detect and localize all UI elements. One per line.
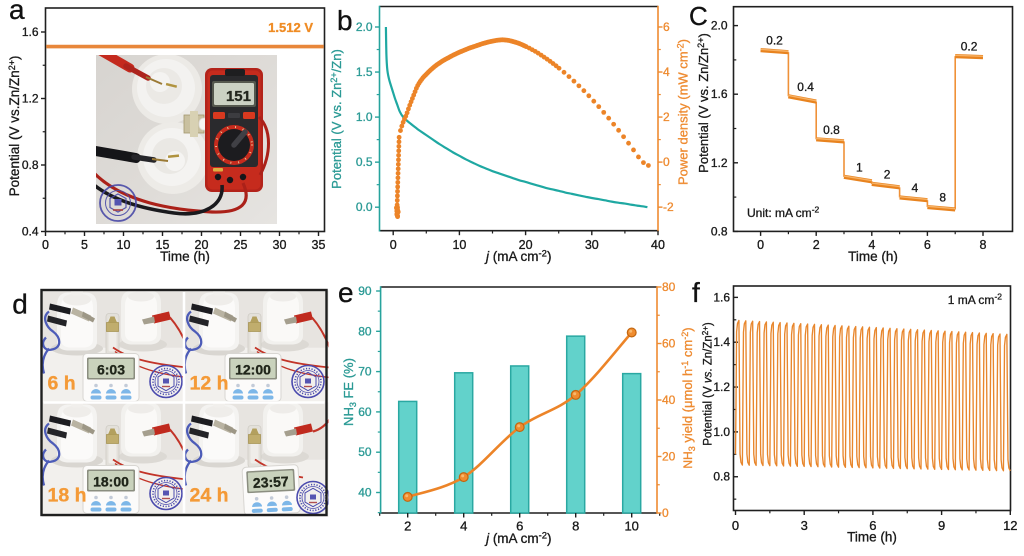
svg-text:12:00: 12:00 (235, 362, 271, 378)
svg-text:0.8: 0.8 (713, 470, 730, 484)
svg-text:12: 12 (1003, 518, 1017, 533)
svg-text:6: 6 (924, 238, 931, 252)
svg-text:8: 8 (939, 191, 946, 205)
svg-text:80: 80 (662, 280, 676, 294)
svg-text:1.5: 1.5 (356, 65, 373, 79)
svg-text:0.4: 0.4 (797, 80, 814, 94)
svg-text:0.2: 0.2 (961, 40, 978, 54)
svg-text:2: 2 (884, 167, 891, 181)
svg-text:60: 60 (358, 405, 372, 419)
svg-text:35: 35 (312, 238, 326, 252)
svg-text:6 h: 6 h (48, 373, 76, 395)
svg-text:0.8: 0.8 (22, 158, 39, 172)
svg-text:Time (h): Time (h) (848, 249, 898, 264)
svg-text:0.2: 0.2 (766, 34, 783, 48)
svg-text:25: 25 (234, 238, 248, 252)
svg-text:0: 0 (662, 506, 669, 520)
svg-text:a: a (9, 0, 25, 25)
svg-text:1.6: 1.6 (711, 87, 728, 101)
svg-text:5: 5 (81, 238, 88, 252)
svg-text:1.2: 1.2 (22, 92, 39, 106)
svg-text:e: e (338, 277, 354, 308)
svg-text:30: 30 (273, 238, 287, 252)
svg-text:d: d (12, 289, 28, 320)
svg-text:8: 8 (980, 238, 987, 252)
svg-text:0: 0 (42, 238, 49, 252)
svg-text:0.8: 0.8 (823, 123, 840, 137)
svg-text:NH3 yield (μmol h-1 cm-2): NH3 yield (μmol h-1 cm-2) (680, 327, 697, 468)
svg-text:2: 2 (404, 519, 411, 534)
svg-text:23:57: 23:57 (252, 473, 289, 491)
svg-text:30: 30 (585, 238, 599, 252)
svg-text:6: 6 (663, 20, 670, 34)
svg-text:Potential (V vs. Zn/Zn2+): Potential (V vs. Zn/Zn2+) (696, 33, 711, 173)
svg-text:-2: -2 (663, 200, 674, 214)
svg-text:1.6: 1.6 (713, 290, 730, 304)
svg-text:1.512 V: 1.512 V (268, 20, 313, 35)
svg-text:40: 40 (651, 238, 665, 252)
svg-text:40: 40 (358, 486, 372, 500)
svg-text:9: 9 (938, 518, 945, 533)
svg-text:2.0: 2.0 (356, 20, 373, 34)
svg-text:12 h: 12 h (190, 373, 229, 395)
svg-text:Potential (V vs.Zn/Zn2+): Potential (V vs.Zn/Zn2+) (7, 56, 22, 197)
svg-text:0: 0 (390, 238, 397, 252)
svg-text:1.2: 1.2 (711, 156, 728, 170)
svg-text:3: 3 (801, 518, 808, 533)
svg-text:20: 20 (662, 450, 676, 464)
svg-text:50: 50 (358, 445, 372, 459)
svg-text:NH3 FE (%): NH3 FE (%) (341, 358, 358, 426)
svg-text:1.2: 1.2 (713, 380, 730, 394)
svg-text:Unit: mA cm-2: Unit: mA cm-2 (747, 205, 820, 221)
svg-text:j (mA cm-2): j (mA cm-2) (484, 531, 551, 547)
svg-text:1: 1 (856, 160, 863, 174)
svg-text:f: f (692, 277, 700, 308)
svg-text:0.4: 0.4 (22, 225, 39, 239)
svg-text:40: 40 (662, 393, 676, 407)
svg-text:60: 60 (662, 337, 676, 351)
svg-text:18 h: 18 h (48, 485, 87, 507)
svg-text:0: 0 (732, 518, 739, 533)
svg-text:Power density (mW cm-2): Power density (mW cm-2) (676, 39, 691, 185)
svg-text:1 mA cm-2: 1 mA cm-2 (948, 292, 1003, 308)
svg-text:0.0: 0.0 (356, 200, 373, 214)
svg-text:8: 8 (572, 519, 579, 534)
svg-text:0.5: 0.5 (356, 155, 373, 169)
svg-text:0: 0 (757, 238, 764, 252)
svg-text:4: 4 (460, 519, 467, 534)
svg-text:1.6: 1.6 (22, 25, 39, 39)
svg-text:Potential (V vs. Zn2+/Zn): Potential (V vs. Zn2+/Zn) (329, 49, 344, 189)
svg-text:10: 10 (624, 519, 638, 534)
svg-text:0.8: 0.8 (711, 224, 728, 238)
svg-text:18:00: 18:00 (93, 474, 129, 490)
svg-text:2: 2 (663, 110, 670, 124)
svg-text:Potential (V vs. Zn/Zn2+): Potential (V vs. Zn/Zn2+) (701, 322, 715, 446)
svg-text:C: C (689, 1, 708, 31)
svg-text:j (mA cm-2): j (mA cm-2) (484, 249, 551, 265)
svg-text:1.0: 1.0 (356, 110, 373, 124)
svg-text:80: 80 (358, 324, 372, 338)
svg-text:0: 0 (663, 155, 670, 169)
svg-text:90: 90 (358, 284, 372, 298)
svg-text:1.4: 1.4 (713, 335, 730, 349)
svg-text:Time (h): Time (h) (160, 249, 210, 264)
svg-text:Time (h): Time (h) (847, 530, 897, 545)
svg-text:b: b (337, 5, 353, 36)
svg-text:4: 4 (912, 181, 919, 195)
svg-text:70: 70 (358, 365, 372, 379)
svg-text:10: 10 (117, 238, 131, 252)
svg-text:4: 4 (663, 65, 670, 79)
svg-text:6:03: 6:03 (97, 362, 125, 378)
svg-text:10: 10 (452, 238, 466, 252)
svg-text:2.0: 2.0 (711, 19, 728, 33)
svg-text:24 h: 24 h (190, 485, 229, 507)
svg-text:151: 151 (226, 88, 251, 105)
svg-text:2: 2 (813, 238, 820, 252)
svg-text:1.0: 1.0 (713, 425, 730, 439)
